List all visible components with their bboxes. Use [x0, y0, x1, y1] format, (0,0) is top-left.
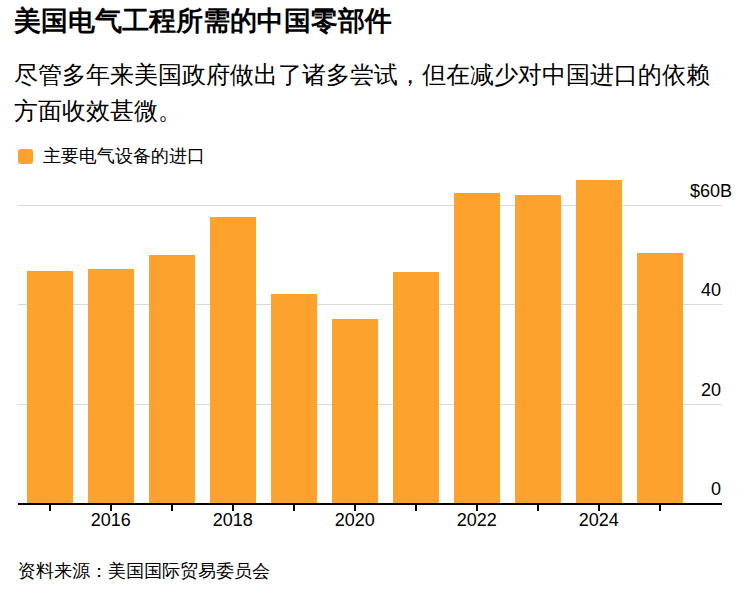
- x-axis-label-2024: 2024: [554, 508, 644, 532]
- bar-2020: [332, 319, 378, 503]
- bar-2015: [27, 271, 73, 503]
- bar-chart-plot: $60B 40 20 0 2016 2018 2020 2022 2024: [0, 0, 750, 599]
- x-axis-tick-2025: [659, 505, 661, 511]
- bar-2019: [271, 294, 317, 503]
- bar-2023: [515, 195, 561, 503]
- bar-2016: [88, 269, 134, 503]
- chart-card: 美国电气工程所需的中国零部件 尽管多年来美国政府做出了诸多尝试，但在减少对中国进…: [0, 0, 750, 599]
- bar-2017: [149, 255, 195, 503]
- bar-2024: [576, 180, 622, 503]
- y-axis-label: $60B: [690, 179, 732, 203]
- x-axis-tick-2015: [49, 505, 51, 511]
- x-axis-tick-2021: [415, 505, 417, 511]
- bar-2018: [210, 217, 256, 503]
- y-axis-label: 0: [711, 477, 721, 501]
- x-axis-label-2022: 2022: [432, 508, 522, 532]
- x-axis-line: [18, 503, 722, 505]
- x-axis-label-2016: 2016: [66, 508, 156, 532]
- y-axis-label: 20: [701, 378, 721, 402]
- bar-2022: [454, 193, 500, 503]
- x-axis-tick-2023: [537, 505, 539, 511]
- x-axis-tick-2019: [293, 505, 295, 511]
- bar-2021: [393, 272, 439, 503]
- x-axis-label-2018: 2018: [188, 508, 278, 532]
- bar-2025: [637, 253, 683, 504]
- source-note: 资料来源：美国国际贸易委员会: [18, 559, 270, 583]
- x-axis-label-2020: 2020: [310, 508, 400, 532]
- y-axis-label: 40: [701, 278, 721, 302]
- x-axis-tick-2017: [171, 505, 173, 511]
